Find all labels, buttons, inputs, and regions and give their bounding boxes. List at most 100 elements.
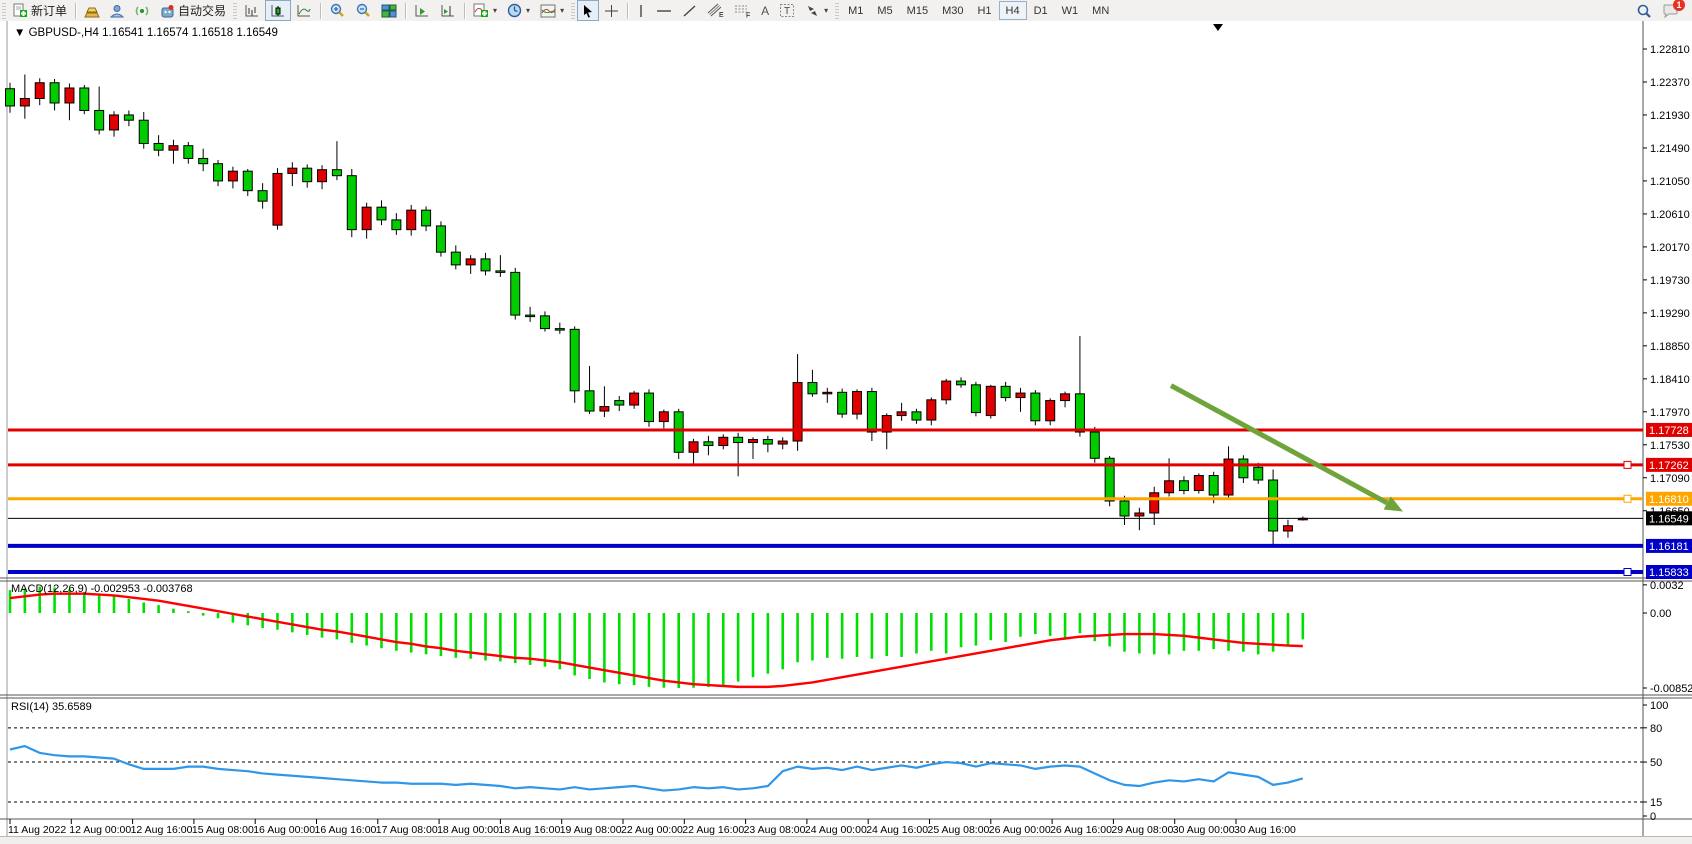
date-label: 16 Aug 16:00 <box>315 824 377 836</box>
candle <box>822 391 833 395</box>
date-label: 11 Aug 2022 <box>8 824 66 836</box>
auto-scroll-button[interactable] <box>409 0 435 21</box>
candle <box>510 271 521 316</box>
zoom-out-button[interactable] <box>350 0 376 21</box>
candle <box>34 82 45 99</box>
tab-timeframe-d1[interactable]: D1 <box>1033 4 1048 17</box>
candlestick-chart-button[interactable] <box>265 0 292 21</box>
trend-arrow-line[interactable] <box>1169 383 1389 506</box>
candle <box>1104 457 1115 502</box>
line-handle[interactable] <box>1623 494 1632 503</box>
toolbar-separator <box>627 2 629 19</box>
tab-timeframe-m5[interactable]: M5 <box>877 4 893 17</box>
zoom-in-button[interactable] <box>324 0 350 21</box>
tile-windows-button[interactable] <box>376 0 402 21</box>
tab-timeframe-m15[interactable]: M15 <box>906 4 929 17</box>
candle <box>911 411 922 421</box>
candle <box>1178 480 1189 492</box>
trendline-icon <box>682 4 697 18</box>
candle <box>1119 500 1130 517</box>
candle <box>272 172 283 226</box>
periods-button[interactable]: ▾ <box>502 0 535 21</box>
date-label: 29 Aug 08:00 <box>1111 824 1173 836</box>
tab-timeframe-m30[interactable]: M30 <box>942 4 964 17</box>
price-label-bg <box>1646 491 1692 506</box>
horizontal-line-button[interactable] <box>651 0 677 21</box>
candle <box>896 411 907 417</box>
signal-icon <box>135 4 150 18</box>
price-label: 1.17262 <box>1649 460 1689 472</box>
date-label: 24 Aug 00:00 <box>805 824 867 836</box>
candle <box>658 411 669 423</box>
autotrading-label: 自动交易 <box>178 4 227 18</box>
channel-icon: E <box>707 3 724 18</box>
text-button[interactable]: A <box>756 0 774 21</box>
search-button[interactable] <box>1631 0 1657 21</box>
search-icon <box>1636 3 1652 19</box>
toolbar-grip[interactable] <box>571 2 576 19</box>
templates-button[interactable]: ▾ <box>535 0 569 21</box>
new-order-button[interactable]: 新订单 <box>8 0 72 21</box>
candle <box>1045 400 1056 422</box>
chart-shift-button[interactable] <box>435 0 461 21</box>
tab-timeframe-mn[interactable]: MN <box>1092 4 1110 17</box>
candle <box>1253 466 1264 481</box>
line-chart-button[interactable] <box>291 0 317 21</box>
candle <box>926 399 937 421</box>
trendline-button[interactable] <box>677 0 702 21</box>
tab-timeframe-h4[interactable]: H4 <box>998 1 1027 20</box>
line-handle[interactable] <box>1623 567 1632 576</box>
candle <box>1030 392 1041 422</box>
candle <box>421 209 432 227</box>
date-label: 26 Aug 00:00 <box>989 824 1051 836</box>
fibonacci-button[interactable]: F <box>729 0 756 21</box>
crosshair-button[interactable] <box>599 0 624 21</box>
indicators-button[interactable]: ▾ <box>468 0 502 21</box>
bar-chart-button[interactable] <box>239 0 265 21</box>
svg-text:F: F <box>746 13 750 19</box>
deposit-button[interactable] <box>79 0 105 21</box>
toolbar-grip[interactable] <box>233 2 238 19</box>
notification-badge: 1 <box>1673 0 1685 11</box>
candle <box>495 270 506 273</box>
date-label: 16 Aug 00:00 <box>253 824 315 836</box>
account-button[interactable] <box>105 0 130 21</box>
periods-icon <box>507 3 522 18</box>
tab-timeframe-h1[interactable]: H1 <box>977 4 992 17</box>
price-tick-label: 1.17970 <box>1650 407 1690 419</box>
toolbar-grip[interactable] <box>2 2 6 19</box>
toolbar-separator <box>320 2 322 19</box>
line-handle[interactable] <box>1623 460 1632 469</box>
autotrading-button[interactable]: 自动交易 <box>155 0 231 21</box>
chart-canvas[interactable]: 1.17728 1.17262 1.16810 1.16181 1.15833 1.165… <box>0 21 1692 844</box>
candle <box>1268 479 1279 532</box>
candle <box>688 441 699 453</box>
candle <box>391 219 402 231</box>
signal-button[interactable] <box>130 0 155 21</box>
date-label: 22 Aug 00:00 <box>621 824 683 836</box>
candle <box>584 390 595 412</box>
candle <box>183 145 194 159</box>
tab-timeframe-m1[interactable]: M1 <box>848 4 864 17</box>
candle <box>866 391 877 433</box>
text-label-button[interactable]: T <box>774 0 800 21</box>
zoom-out-icon <box>355 3 371 18</box>
price-tick-label: 1.19290 <box>1650 308 1690 320</box>
date-label: 17 Aug 08:00 <box>376 824 438 836</box>
vertical-line-button[interactable] <box>631 0 651 21</box>
notifications-button[interactable]: 1 <box>1657 0 1685 21</box>
crosshair-icon <box>604 4 619 18</box>
text-icon: A <box>761 3 770 18</box>
indicators-icon <box>473 3 489 18</box>
candle <box>1060 393 1071 402</box>
tab-timeframe-w1[interactable]: W1 <box>1061 4 1079 17</box>
templates-caret: ▾ <box>560 6 565 15</box>
channel-button[interactable]: E <box>702 0 729 21</box>
price-tick-label: 1.21490 <box>1650 143 1690 155</box>
arrows-button[interactable]: ▾ <box>800 0 833 21</box>
symbol-collapse-icon[interactable]: ▼ <box>14 27 29 39</box>
cursor-button[interactable] <box>577 0 600 21</box>
rsi-tick-label: 100 <box>1650 700 1668 712</box>
toolbar-grip[interactable] <box>835 2 840 19</box>
trend-arrow-head[interactable] <box>1383 496 1403 512</box>
